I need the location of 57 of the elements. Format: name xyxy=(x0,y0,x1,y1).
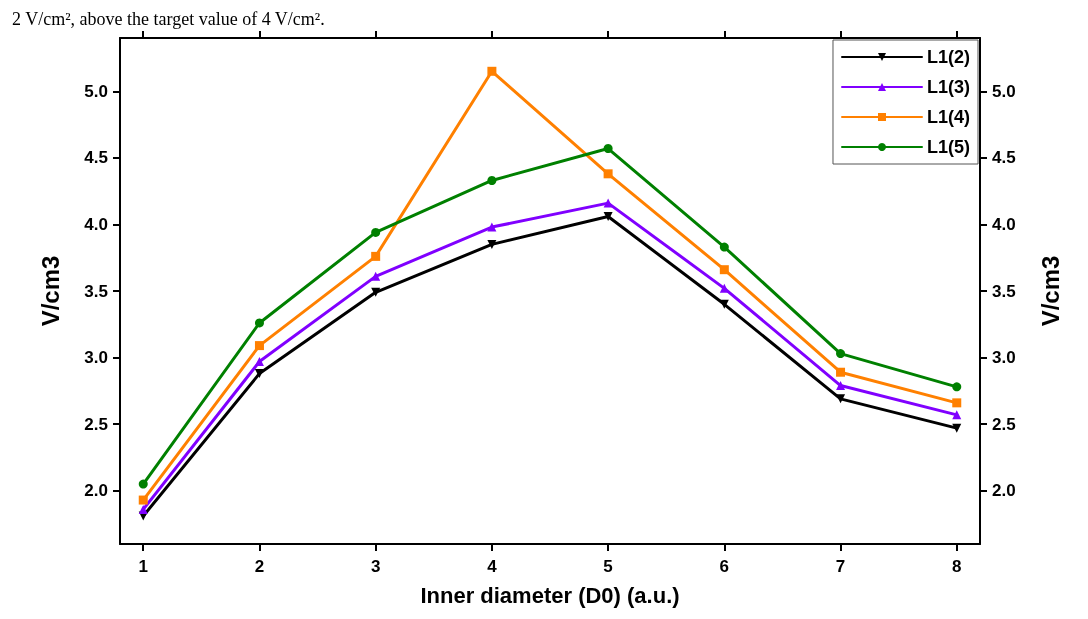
y-tick-label: 2.0 xyxy=(84,481,108,501)
point xyxy=(487,175,497,185)
point xyxy=(603,169,613,179)
y2-tick-label: 5.0 xyxy=(992,81,1016,101)
point xyxy=(487,222,497,232)
x-tick-label: 3 xyxy=(370,557,381,576)
point xyxy=(836,381,846,391)
x-tick-label: 7 xyxy=(835,557,846,576)
point xyxy=(254,341,264,351)
y-tick-label: 3.5 xyxy=(84,281,108,301)
point xyxy=(371,271,381,281)
point xyxy=(836,394,846,404)
point xyxy=(952,382,962,392)
y2-axis-title: V/cm3 xyxy=(1036,255,1064,327)
point xyxy=(487,239,497,249)
x-tick-label: 4 xyxy=(487,557,498,576)
x-tick-label: 6 xyxy=(719,557,730,576)
y2-tick-label: 2.0 xyxy=(992,481,1016,501)
x-tick-label: 5 xyxy=(603,557,613,576)
text: 2 V/cm², above the target value of 4 V/cm². xyxy=(12,9,325,29)
point xyxy=(371,251,381,261)
point xyxy=(603,198,613,208)
x-tick-label: 1 xyxy=(138,557,148,576)
legend-label: L1(3) xyxy=(927,77,971,97)
point xyxy=(138,479,148,489)
y2-tick-label: 3.0 xyxy=(992,348,1016,368)
point xyxy=(254,357,264,367)
point xyxy=(254,369,264,379)
point xyxy=(487,66,497,76)
y-axis-title: V/cm3 xyxy=(36,255,64,327)
point xyxy=(719,242,729,252)
legend-label: L1(2) xyxy=(927,47,971,67)
point xyxy=(603,144,613,154)
x-tick-label: 2 xyxy=(254,557,265,576)
y-tick-label: 2.5 xyxy=(84,414,108,434)
point xyxy=(719,265,729,275)
y-tick-label: 3.0 xyxy=(84,348,108,368)
y-tick-label: 5.0 xyxy=(84,81,108,101)
point xyxy=(138,504,148,514)
point xyxy=(836,367,846,377)
legend-label: L1(5) xyxy=(927,137,971,157)
point xyxy=(719,283,729,293)
x-tick-label: 8 xyxy=(952,557,962,576)
x-axis-title: Inner diameter (D0) (a.u.) xyxy=(420,582,680,608)
y-tick-label: 4.0 xyxy=(84,214,108,234)
y2-tick-label: 4.5 xyxy=(992,148,1016,168)
point xyxy=(138,495,148,505)
y2-tick-label: 3.5 xyxy=(992,281,1016,301)
y2-tick-label: 4.0 xyxy=(992,214,1016,234)
point xyxy=(836,349,846,359)
point xyxy=(603,211,613,221)
y-tick-label: 4.5 xyxy=(84,148,108,168)
y2-tick-label: 2.5 xyxy=(992,414,1016,434)
point xyxy=(952,398,962,408)
point xyxy=(254,318,264,328)
legend-label: L1(4) xyxy=(927,107,971,127)
point xyxy=(371,227,381,237)
